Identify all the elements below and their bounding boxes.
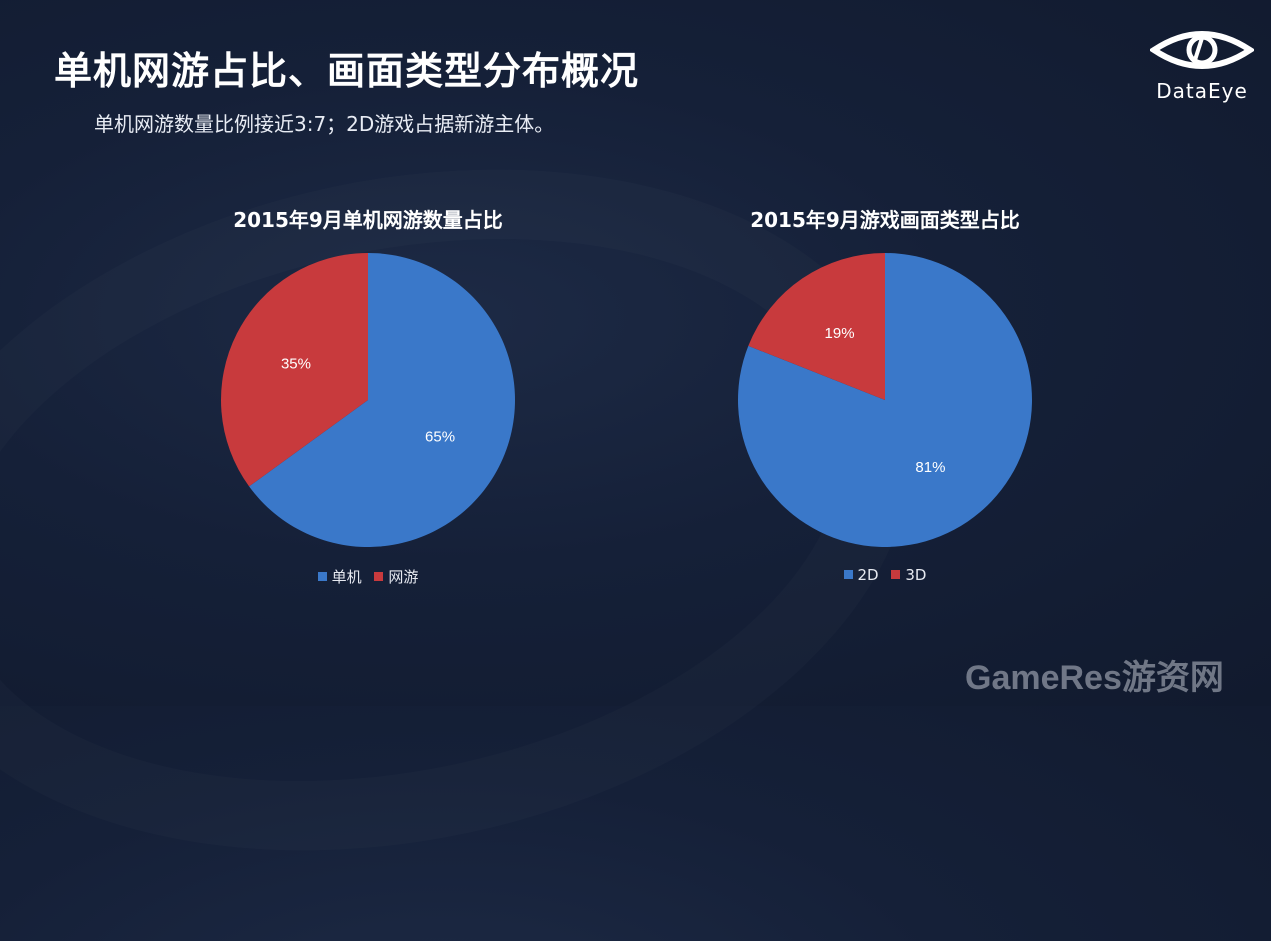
legend-item: 单机	[317, 566, 362, 587]
legend-item: 3D	[891, 566, 926, 584]
pie-svg: 65% 35%	[221, 253, 515, 547]
pie-data-label: 19%	[825, 325, 855, 342]
watermark: GameRes游资网	[965, 659, 1224, 697]
legend-item: 2D	[843, 566, 879, 584]
legend-label: 2D	[857, 566, 879, 584]
logo-text: DataEye	[1156, 79, 1248, 103]
legend-item: 网游	[374, 566, 418, 587]
legend-label: 单机	[331, 568, 362, 586]
chart-title: 2015年9月单机网游数量占比	[233, 208, 503, 232]
pie-data-label: 81%	[915, 459, 945, 476]
chart-legend: 2D 3D	[720, 566, 1050, 584]
pie-slice-网游	[221, 253, 368, 487]
legend-label: 3D	[905, 566, 927, 584]
legend-swatch-blue	[843, 570, 853, 579]
pie-slice-3D	[748, 253, 885, 400]
legend-swatch-red	[374, 572, 384, 581]
eye-icon	[1150, 31, 1254, 69]
page-title: 单机网游占比、画面类型分布概况	[54, 49, 640, 93]
pie-chart-online-offline: 2015年9月单机网游数量占比 65% 35% 单机 网游	[203, 204, 533, 604]
legend-swatch-blue	[317, 572, 327, 581]
pie-chart-2d-3d: 2015年9月游戏画面类型占比 81% 19% 2D 3D	[720, 204, 1050, 604]
page-subtitle: 单机网游数量比例接近3:7；2D游戏占据新游主体。	[94, 112, 555, 136]
pie-slice-单机	[249, 253, 515, 547]
legend-label: 网游	[388, 568, 419, 586]
chart-title: 2015年9月游戏画面类型占比	[750, 208, 1020, 232]
chart-legend: 单机 网游	[203, 566, 533, 587]
pie-svg: 81% 19%	[738, 253, 1032, 547]
pie-data-label: 65%	[425, 429, 455, 446]
pie-data-label: 35%	[281, 355, 311, 372]
legend-swatch-red	[891, 570, 901, 579]
